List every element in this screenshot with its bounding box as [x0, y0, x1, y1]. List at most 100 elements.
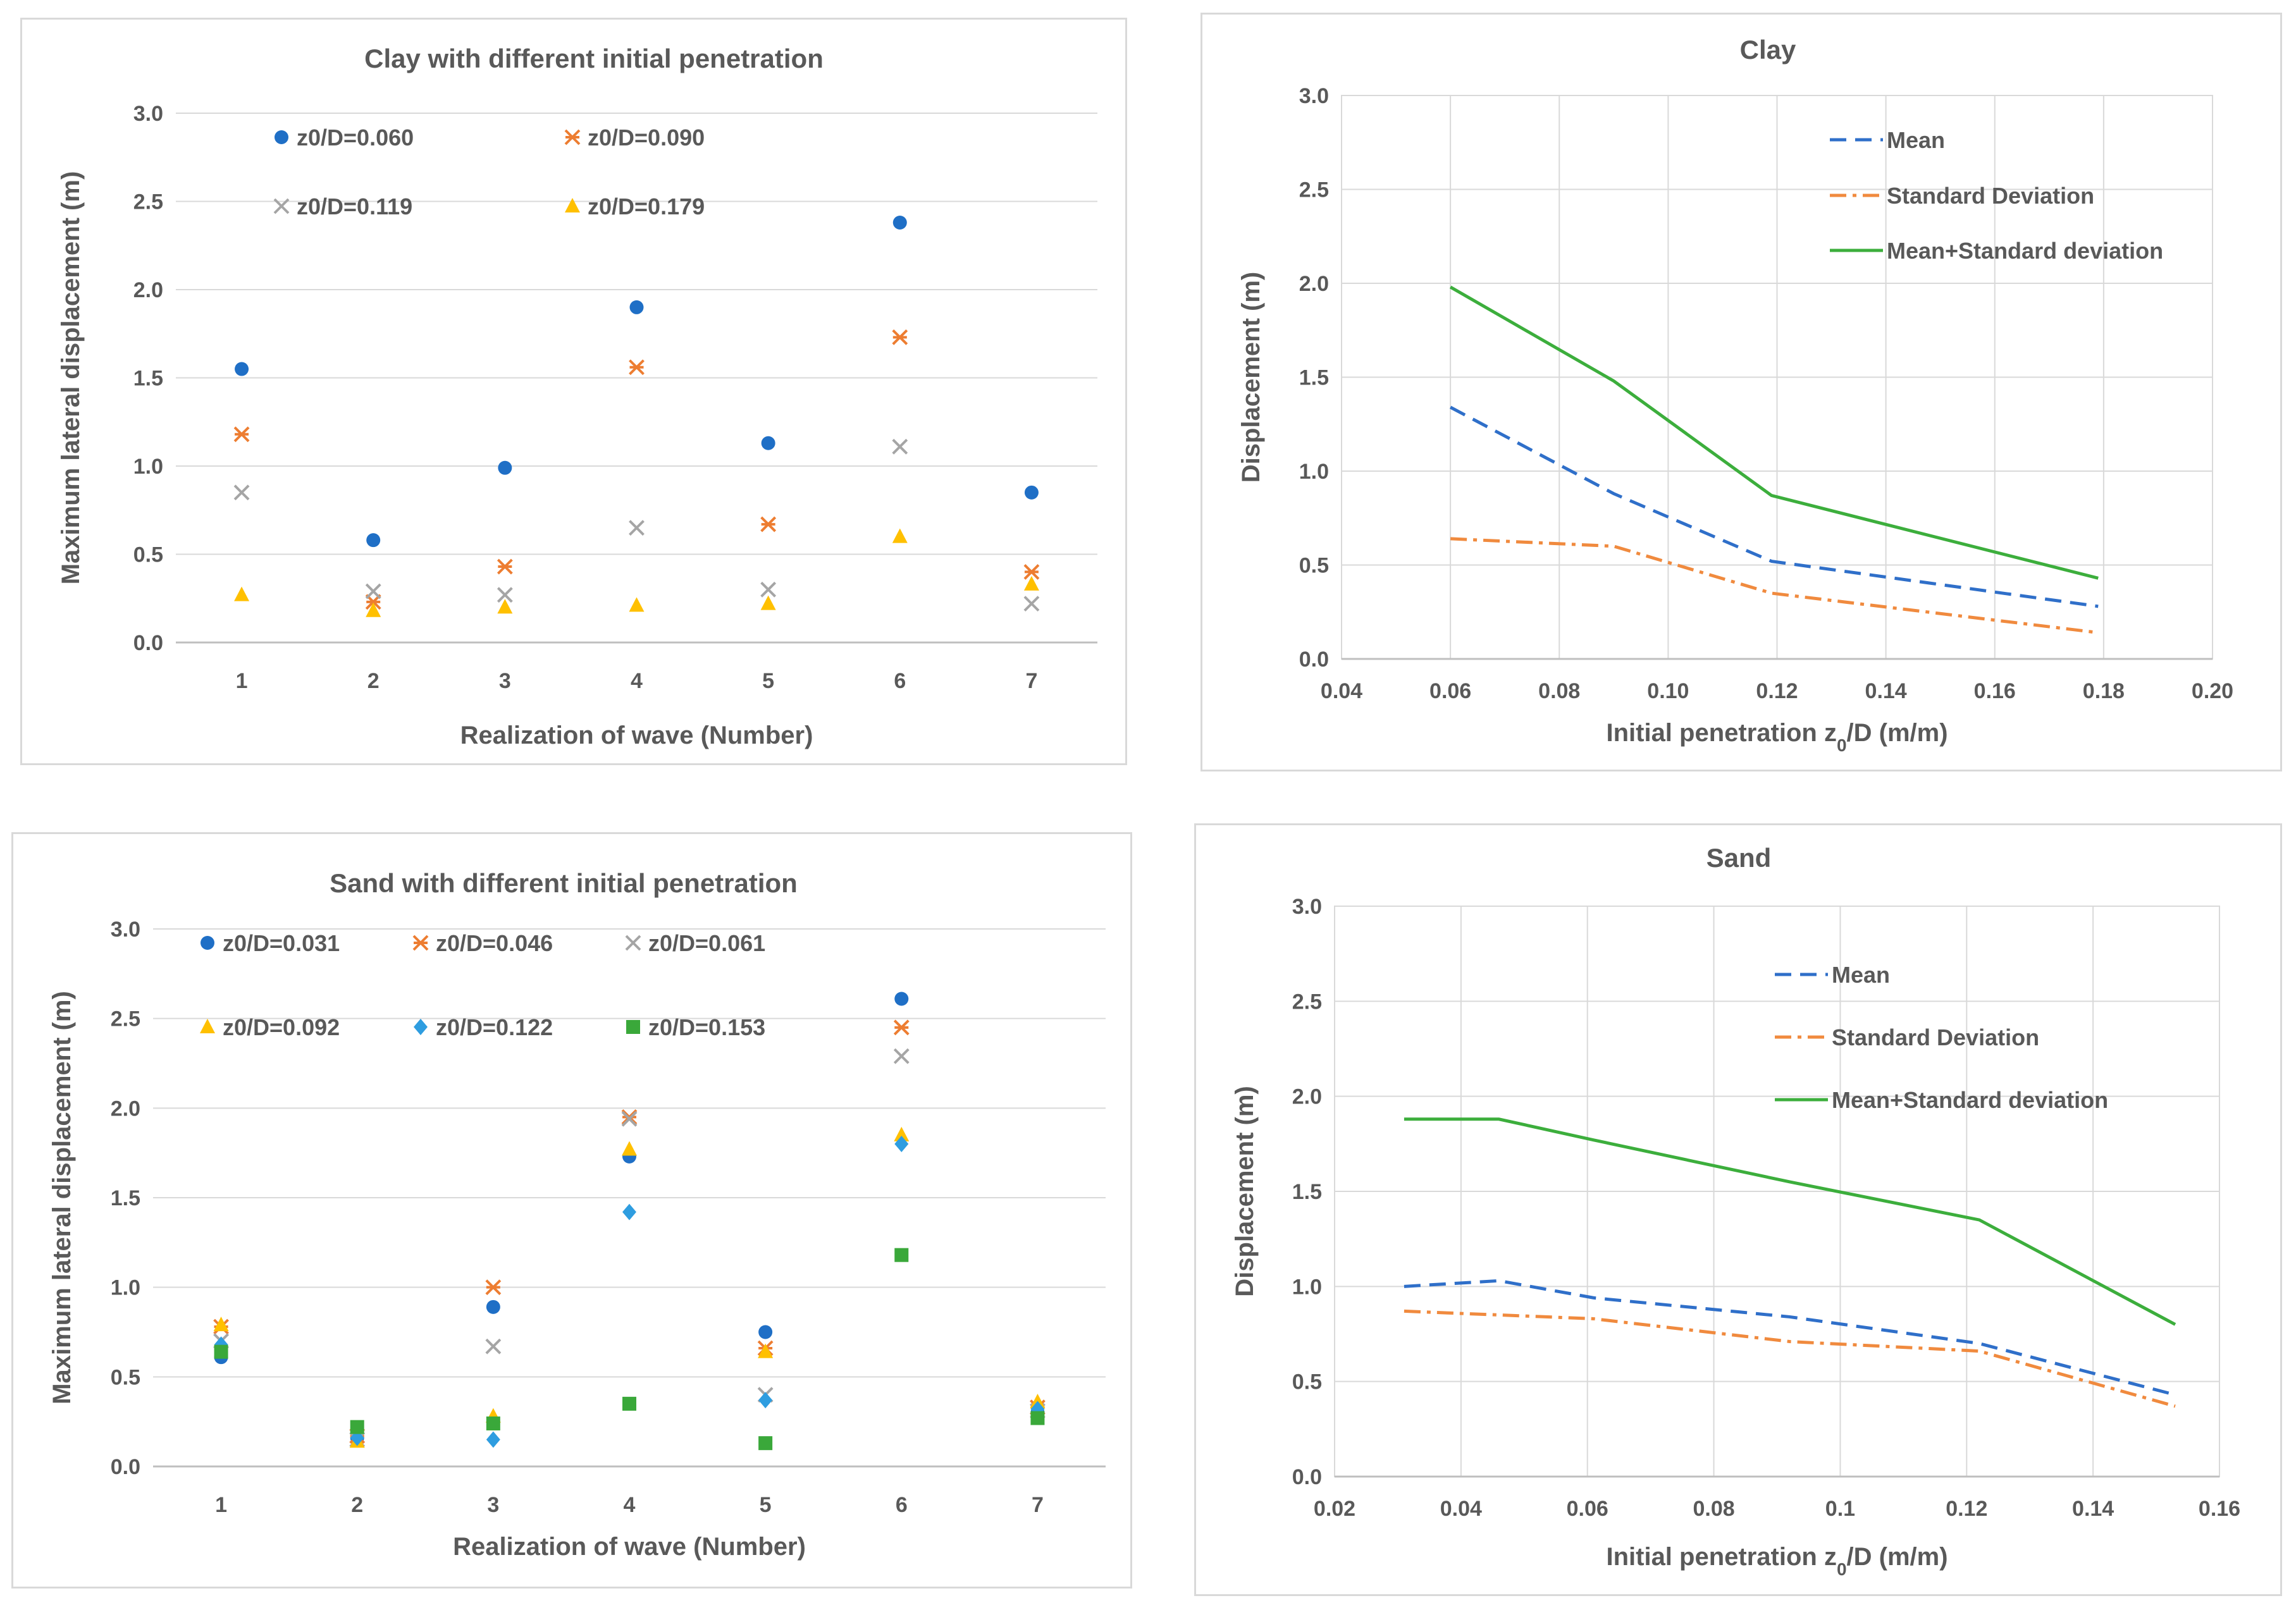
data-point	[629, 597, 645, 612]
y-tick-label: 2.0	[111, 1097, 140, 1121]
legend-marker	[412, 935, 429, 951]
data-point	[892, 329, 908, 345]
data-point	[621, 1110, 638, 1127]
data-point	[760, 516, 777, 532]
series-line	[1450, 537, 2099, 634]
data-point	[233, 426, 250, 443]
x-tick-label: 0.02	[1314, 1497, 1355, 1521]
y-tick-label: 1.0	[133, 455, 163, 479]
legend-label: Mean	[1887, 127, 1945, 153]
x-tick-label: 4	[624, 1493, 636, 1517]
series-z0-d-0-061	[213, 1048, 1046, 1447]
x-tick-label: 3	[487, 1493, 499, 1517]
series-mean-standard-deviation	[1404, 1117, 2176, 1326]
data-point	[622, 1141, 637, 1156]
chart-clay-stats-panel: Clay 0.0 0.5 1.0 1.5 2.0 2.5 3.0 0.04 0.06 0.08 0.1…	[1200, 13, 2282, 771]
y-tick-label: 2.5	[111, 1007, 140, 1031]
series-z0-d-0-090	[233, 329, 1040, 610]
x-tick-label: 6	[894, 669, 906, 693]
x-tick-label: 0.14	[2072, 1497, 2114, 1521]
data-point	[893, 1048, 910, 1064]
y-tick-label: 2.0	[1299, 272, 1329, 296]
legend-label: Standard Deviation	[1832, 1024, 2039, 1050]
legend-marker	[414, 1019, 428, 1035]
y-tick-label: 1.0	[1292, 1275, 1322, 1299]
y-tick-label: 0.0	[133, 631, 163, 655]
series-line	[1404, 1279, 2176, 1397]
data-point	[758, 1392, 773, 1409]
x-tick-label: 0.12	[1946, 1497, 1987, 1521]
data-point	[1024, 485, 1039, 500]
legend-label: z0/D=0.060	[297, 125, 414, 151]
legend-label: z0/D=0.092	[223, 1014, 340, 1040]
legend-label: z0/D=0.122	[436, 1014, 553, 1040]
data-point	[894, 992, 909, 1006]
x-tick-label: 1	[215, 1493, 227, 1517]
x-tick-label: 4	[631, 669, 643, 693]
y-tick-label: 1.5	[133, 367, 163, 391]
series-z0-d-0-046	[213, 1019, 1046, 1444]
data-point	[366, 602, 381, 617]
y-tick-label: 3.0	[133, 102, 163, 126]
x-tick-label: 7	[1025, 669, 1037, 693]
legend-marker	[201, 936, 214, 950]
data-point	[366, 533, 381, 548]
y-tick-label: 3.0	[1299, 84, 1329, 108]
chart-sand-stats: Sand 0.0 0.5 1.0 1.5 2.0 2.5 3.0 0.02 0.04 0.06 0.0…	[1231, 843, 2240, 1579]
data-point	[892, 528, 908, 543]
data-point	[758, 1325, 773, 1339]
legend-label: z0/D=0.046	[436, 930, 553, 956]
legend-label: Mean+Standard deviation	[1832, 1087, 2108, 1113]
series-mean	[1404, 1279, 2176, 1397]
data-point	[1023, 596, 1040, 612]
x-axis-title: Initial penetration z0/D (m/m)	[1606, 1543, 1947, 1579]
chart-clay-stats: Clay 0.0 0.5 1.0 1.5 2.0 2.5 3.0 0.04 0.06 0.08 0.1…	[1237, 35, 2233, 755]
chart-sand-stats-panel: Sand 0.0 0.5 1.0 1.5 2.0 2.5 3.0 0.02 0.04 0.06 0.0…	[1194, 823, 2282, 1596]
series-z0-d-0-060	[235, 215, 1039, 548]
legend-label: z0/D=0.153	[648, 1014, 765, 1040]
x-tick-label: 5	[760, 1493, 772, 1517]
data-point	[498, 460, 512, 475]
legend-label: Standard Deviation	[1887, 183, 2094, 209]
series-mean	[1449, 405, 2099, 608]
x-tick-label: 7	[1032, 1493, 1044, 1517]
x-tick-label: 0.06	[1567, 1497, 1608, 1521]
data-point	[1023, 575, 1039, 591]
x-tick-label: 3	[499, 669, 511, 693]
series-standard-deviation	[1404, 1309, 2176, 1408]
data-point	[497, 558, 513, 575]
x-tick-label: 0.04	[1440, 1497, 1482, 1521]
y-axis-title: Displacement (m)	[1237, 272, 1265, 482]
y-axis-title: Displacement (m)	[1231, 1086, 1259, 1296]
chart-title: Clay with different initial penetration	[364, 44, 824, 73]
chart-clay-scatter: Clay with different initial penetration 0…	[57, 44, 1097, 749]
data-point	[892, 215, 907, 230]
data-point	[760, 595, 776, 610]
data-point	[621, 1109, 638, 1125]
data-point	[761, 436, 775, 450]
legend-marker	[625, 935, 641, 951]
data-point	[622, 1396, 636, 1411]
data-point	[760, 581, 777, 598]
x-tick-label: 0.04	[1321, 679, 1362, 703]
x-tick-label: 2	[351, 1493, 363, 1517]
x-tick-label: 2	[367, 669, 380, 693]
y-tick-label: 1.0	[111, 1276, 140, 1300]
x-tick-label: 0.18	[2083, 679, 2125, 703]
data-point	[894, 1248, 909, 1262]
series-line	[1449, 285, 2099, 580]
data-point	[233, 484, 250, 501]
data-point	[622, 1203, 636, 1220]
chart-sand-scatter-panel: Sand with different initial penetration 0…	[11, 832, 1132, 1588]
data-point	[365, 583, 381, 599]
data-point	[486, 1416, 500, 1430]
y-tick-label: 3.0	[111, 918, 140, 942]
legend-marker	[565, 198, 580, 212]
x-tick-label: 0.14	[1865, 679, 1907, 703]
x-tick-label: 6	[896, 1493, 908, 1517]
data-point	[485, 1279, 502, 1296]
y-tick-label: 0.5	[133, 543, 163, 567]
y-axis-title: Maximum lateral displacement (m)	[48, 991, 76, 1404]
chart-title: Clay	[1740, 35, 1796, 65]
data-point	[497, 599, 513, 614]
